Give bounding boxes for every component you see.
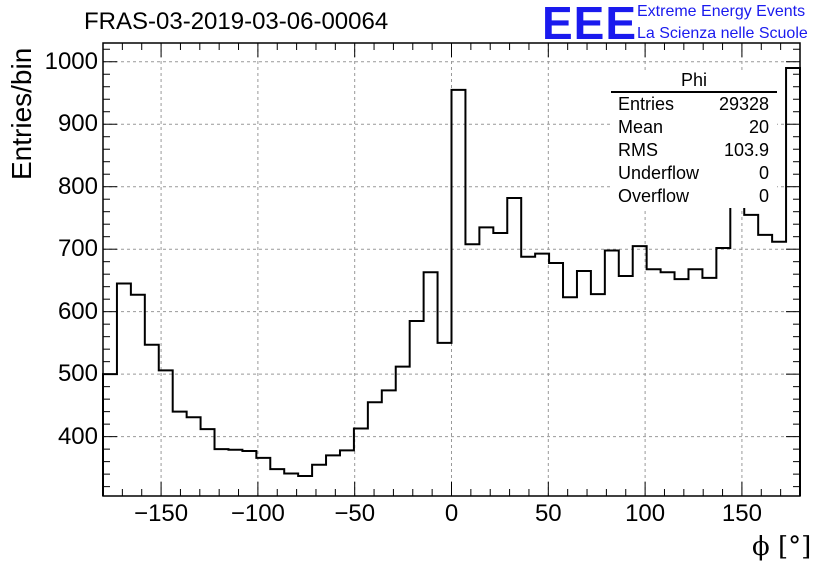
histogram-bin [312, 465, 326, 496]
histogram-bin [298, 476, 312, 496]
stats-value: 103.9 [723, 140, 769, 160]
histogram-bin [368, 402, 382, 496]
histogram-bin [702, 278, 716, 496]
x-tick-label: 150 [721, 500, 762, 527]
histogram-bin [424, 272, 438, 496]
logo-caption-line1: Extreme Energy Events [637, 3, 806, 20]
stats-value: 29328 [718, 94, 769, 114]
histogram-bin [591, 294, 605, 496]
histogram-bin [354, 429, 368, 496]
histogram-bin [577, 271, 591, 496]
stats-row-overflow: Overflow 0 [611, 185, 777, 208]
stats-row-rms: RMS 103.9 [611, 139, 777, 162]
histogram-bin [215, 449, 229, 496]
histogram-bin [716, 248, 730, 496]
stats-label: Underflow [618, 163, 700, 183]
histogram-bin [382, 390, 396, 496]
histogram-bin [619, 276, 633, 496]
histogram-bin [786, 68, 800, 496]
x-tick-label: −150 [134, 500, 189, 527]
x-axis-label: ϕ [°] [752, 532, 812, 562]
histogram-bin [758, 235, 772, 496]
stats-row-underflow: Underflow 0 [611, 162, 777, 185]
histogram-bin [493, 233, 507, 496]
x-tick-label: −100 [230, 500, 285, 527]
y-tick-label: 500 [57, 360, 98, 388]
histogram-bin [117, 284, 131, 496]
histogram-bin [507, 198, 521, 496]
y-tick-label: 400 [57, 422, 98, 450]
stats-box-title: Phi [611, 70, 777, 93]
logo-caption-line2: La Scienza nelle Scuole [637, 25, 808, 42]
stats-label: Overflow [618, 186, 690, 206]
y-tick-label: 900 [57, 110, 98, 138]
y-tick-label: 1000 [44, 47, 98, 75]
histogram-bin [103, 374, 117, 496]
stats-box: Phi Entries 29328 Mean 20 RMS 103.9 Unde… [611, 70, 777, 208]
histogram-bin [201, 429, 215, 496]
histogram-bin [647, 269, 661, 496]
stats-value: 20 [748, 117, 769, 137]
eee-logo: EEE [542, 0, 638, 49]
stats-label: Entries [618, 94, 675, 114]
histogram-bin [605, 250, 619, 496]
histogram-bin [131, 295, 145, 496]
histogram-bin [521, 257, 535, 496]
stats-row-entries: Entries 29328 [611, 93, 777, 116]
histogram-bin [187, 417, 201, 496]
stats-value: 0 [758, 186, 769, 206]
histogram-bin [563, 297, 577, 496]
x-tick-label: −50 [334, 500, 376, 527]
histogram-bin [284, 474, 298, 496]
histogram-bin [242, 451, 256, 496]
chart-title: FRAS-03-2019-03-06-00064 [84, 8, 389, 35]
y-tick-label: 700 [57, 235, 98, 263]
histogram-bin [452, 90, 466, 496]
histogram-bin [145, 345, 159, 496]
histogram-bin [438, 343, 452, 496]
stats-value: 0 [758, 163, 769, 183]
x-tick-label: 100 [625, 500, 666, 527]
histogram-bin [772, 242, 786, 496]
histogram-bin [256, 458, 270, 496]
histogram-bin [688, 269, 702, 496]
histogram-bin [410, 321, 424, 496]
y-tick-label: 600 [57, 297, 98, 325]
stats-row-mean: Mean 20 [611, 116, 777, 139]
histogram-bin [479, 227, 493, 496]
histogram-line [102, 66, 801, 496]
histogram-bin [173, 412, 187, 496]
histogram-bin [340, 450, 354, 496]
histogram-bin [633, 246, 647, 496]
histogram-bin [465, 244, 479, 496]
y-axis-label: Entries/bin [6, 47, 37, 180]
histogram-bin [661, 272, 675, 496]
histogram-bin [744, 215, 758, 496]
stats-label: Mean [618, 117, 664, 137]
histogram-bin [326, 455, 340, 496]
y-tick-label: 800 [57, 172, 98, 200]
histogram-bin [396, 367, 410, 496]
histogram-bin [535, 254, 549, 496]
histogram-bin [228, 450, 242, 496]
stats-label: RMS [618, 140, 658, 160]
x-tick-label: 50 [534, 500, 562, 527]
histogram-bin [549, 263, 563, 496]
x-tick-label: 0 [444, 500, 459, 527]
